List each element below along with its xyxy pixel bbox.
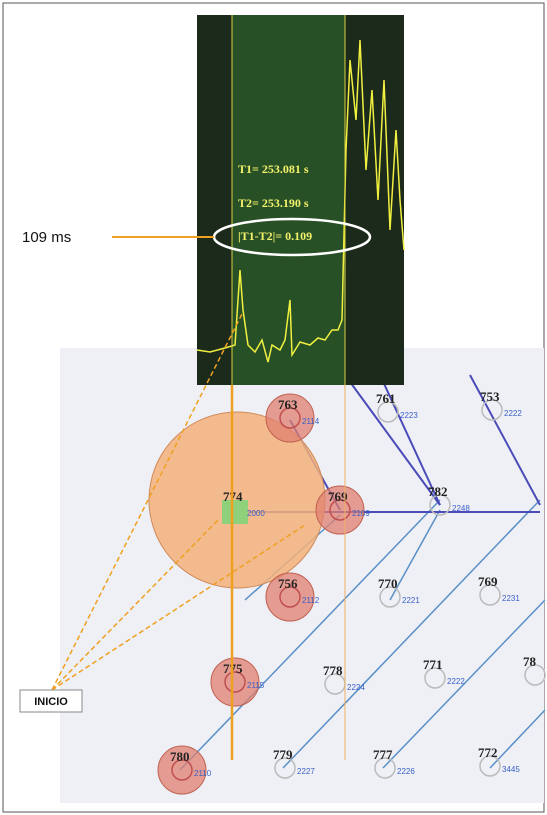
- node-label: 772: [478, 745, 498, 760]
- node-id: 3445: [502, 765, 520, 774]
- node-id: 2221: [402, 596, 420, 605]
- node-label: 763: [278, 397, 298, 412]
- t1-reading: T1= 253.081 s: [238, 162, 309, 176]
- node-label: 769: [478, 574, 498, 589]
- node-label: 782: [428, 484, 448, 499]
- node-label: 780: [170, 749, 190, 764]
- node-id: 2000: [247, 509, 265, 518]
- node-id: 2226: [397, 767, 415, 776]
- node-label: 770: [378, 576, 398, 591]
- figure: 7632114761222375322227742000769210978222…: [0, 0, 547, 815]
- node-id: 2222: [504, 409, 522, 418]
- node-id: 2110: [194, 769, 212, 778]
- annotation: 109 ms: [22, 229, 71, 246]
- start-label: INICIO: [34, 696, 68, 708]
- node-label: 753: [480, 389, 500, 404]
- node-label: 771: [423, 657, 443, 672]
- node-id: 2223: [400, 411, 418, 420]
- t2-reading: T2= 253.190 s: [238, 196, 309, 210]
- node-id: 2227: [297, 767, 315, 776]
- node-label: 779: [273, 747, 293, 762]
- node-id: 2109: [352, 509, 370, 518]
- node-label: 761: [376, 391, 396, 406]
- node-label: 778: [323, 663, 343, 678]
- node-id: 2115: [247, 681, 265, 690]
- node-id: 2248: [452, 504, 470, 513]
- diff-reading: |T1-T2|= 0.109: [238, 229, 312, 243]
- node-id: 2114: [302, 417, 320, 426]
- node-label: 78: [523, 654, 537, 669]
- node-id: 2112: [302, 596, 320, 605]
- node-id: 2231: [502, 594, 520, 603]
- node-label: 756: [278, 576, 298, 591]
- node-id: 2224: [347, 683, 365, 692]
- node-id: 2222: [447, 677, 465, 686]
- node-label: 777: [373, 747, 393, 762]
